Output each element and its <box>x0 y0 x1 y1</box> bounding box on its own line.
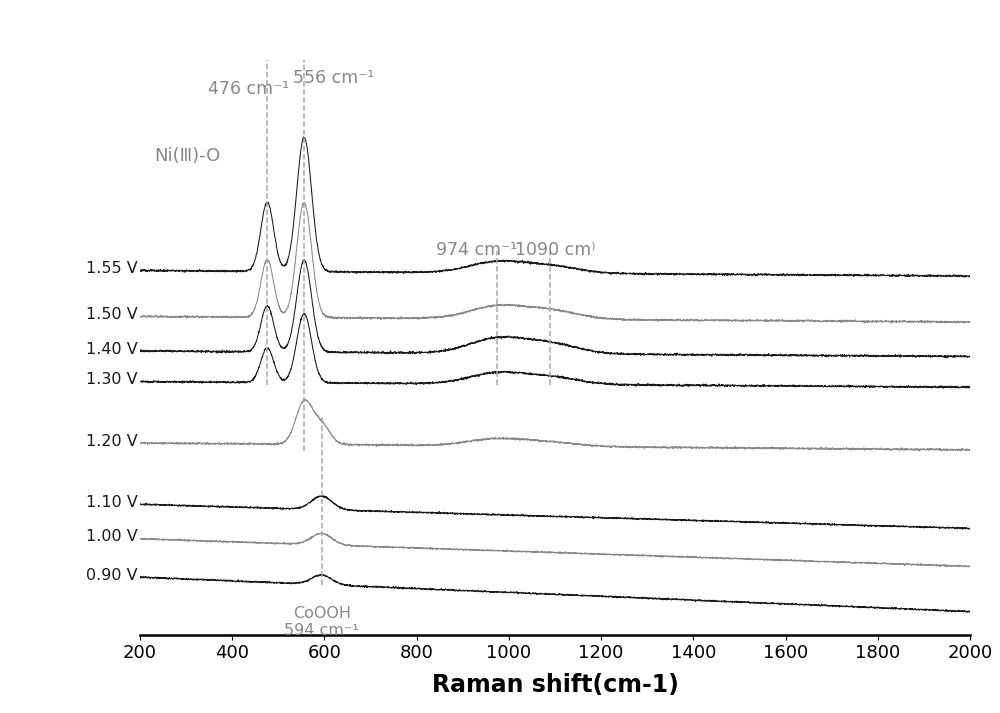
Text: CoOOH
594 cm⁻¹: CoOOH 594 cm⁻¹ <box>284 606 359 638</box>
Text: 1.20 V: 1.20 V <box>86 434 138 448</box>
Text: 974 cm⁻¹: 974 cm⁻¹ <box>436 241 517 259</box>
Text: 1.40 V: 1.40 V <box>86 342 138 356</box>
Text: 1.10 V: 1.10 V <box>86 495 138 510</box>
Text: 1090 cm⁾: 1090 cm⁾ <box>515 241 595 259</box>
Text: Ni(Ⅲ)-O: Ni(Ⅲ)-O <box>154 147 220 165</box>
Text: 1.50 V: 1.50 V <box>86 307 138 322</box>
Text: 556 cm⁻¹: 556 cm⁻¹ <box>293 68 374 86</box>
X-axis label: Raman shift(cm-1): Raman shift(cm-1) <box>432 673 678 697</box>
Text: 476 cm⁻¹: 476 cm⁻¹ <box>208 80 289 98</box>
Text: 1.30 V: 1.30 V <box>86 372 138 387</box>
Text: 0.90 V: 0.90 V <box>86 568 138 583</box>
Text: 1.00 V: 1.00 V <box>86 529 138 544</box>
Text: 1.55 V: 1.55 V <box>86 261 138 276</box>
